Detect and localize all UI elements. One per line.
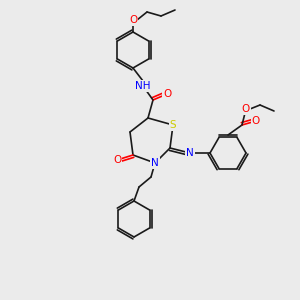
Text: N: N: [151, 158, 159, 168]
Text: S: S: [170, 120, 176, 130]
Text: O: O: [129, 15, 137, 25]
Text: O: O: [113, 155, 121, 165]
Text: N: N: [186, 148, 194, 158]
Text: O: O: [252, 116, 260, 126]
Text: NH: NH: [135, 81, 151, 91]
Text: O: O: [163, 89, 171, 99]
Text: O: O: [242, 104, 250, 114]
